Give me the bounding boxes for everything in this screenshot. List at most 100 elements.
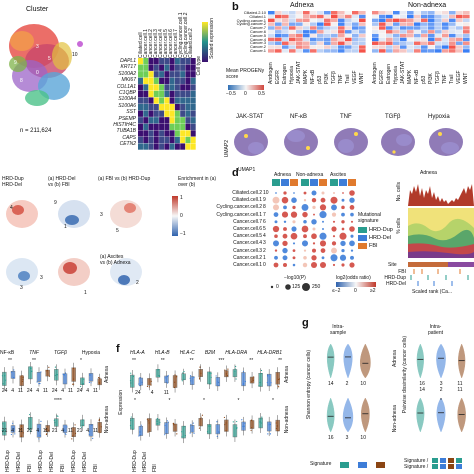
- gene-title: HLA-B: [154, 350, 170, 356]
- point: [54, 374, 56, 377]
- count: 3: [345, 435, 349, 441]
- heatmap-cell: [153, 104, 159, 111]
- point: [236, 420, 238, 423]
- heatmap-cell: [359, 45, 366, 49]
- heatmap-cell: [174, 71, 180, 78]
- pathway-label: EGFR: [379, 70, 385, 84]
- point: [39, 382, 41, 385]
- panel-c-colorbar-tick: 1: [180, 195, 183, 201]
- panel-d-row-numbers: 10 9 8 7 6 5 4 3 2 1 0: [263, 190, 271, 269]
- heatmap-cell: [159, 136, 165, 144]
- heatmap-cell: [282, 26, 289, 30]
- heatmap-cell: [421, 49, 428, 53]
- point: [98, 381, 100, 383]
- heatmap-cell: [164, 71, 170, 78]
- count: 11: [457, 387, 463, 393]
- heatmap-cell: [324, 14, 331, 19]
- heatmap-cell: [310, 45, 317, 49]
- dot: [332, 191, 336, 195]
- heatmap-cell: [185, 117, 191, 124]
- heatmap-cell: [174, 123, 180, 130]
- panel-c-enrichment-maps: [6, 200, 142, 286]
- heatmap-cell: [372, 33, 379, 38]
- heatmap-cell: [289, 45, 296, 49]
- point: [269, 433, 272, 435]
- point: [82, 383, 84, 385]
- dot: [273, 262, 279, 268]
- point: [270, 382, 272, 384]
- heatmap-cell: [190, 104, 196, 111]
- heatmap-cell: [428, 33, 435, 38]
- gene-label: S100A2: [118, 70, 136, 77]
- point: [20, 425, 23, 427]
- pathway-label: JAK-STAT: [296, 61, 302, 84]
- point: [242, 382, 245, 385]
- heatmap-cell: [303, 30, 310, 34]
- panel-d-group-adnexa: Adnexa: [274, 172, 291, 178]
- heatmap-cell: [435, 49, 442, 53]
- point: [48, 366, 50, 368]
- heatmap-cell: [303, 26, 310, 30]
- violin: [436, 397, 446, 433]
- box: [189, 425, 195, 433]
- heatmap-cell: [159, 77, 165, 84]
- panel-d-letter: d: [232, 167, 239, 179]
- count: 24: [51, 388, 58, 394]
- count: 3: [439, 381, 443, 387]
- point: [74, 424, 76, 426]
- heatmap-cell: [303, 37, 310, 42]
- heatmap-cell: [352, 14, 359, 19]
- gene-title: HLA-A: [130, 350, 145, 356]
- heatmap-cell: [442, 26, 449, 30]
- heatmap-cell: [449, 14, 456, 19]
- point: [64, 432, 66, 435]
- point: [13, 369, 15, 371]
- panel-e-no-cells-label: No. cells: [396, 182, 402, 202]
- box: [62, 424, 68, 433]
- count: 4: [150, 390, 154, 396]
- dot: [302, 262, 308, 268]
- heatmap-cell: [138, 143, 143, 150]
- pathway-label: NF-κB: [414, 69, 420, 84]
- heatmap-cell: [153, 130, 159, 137]
- x-tick: HRD-Dup: [4, 450, 11, 472]
- row-label: Cancer.4: [249, 36, 266, 42]
- heatmap-cell: [372, 37, 379, 42]
- heatmap-cell: [143, 77, 149, 84]
- point: [190, 423, 192, 426]
- panel-c-cluster-number: 2: [136, 280, 139, 286]
- dot: [303, 249, 307, 252]
- heatmap-cell: [449, 11, 456, 15]
- heatmap-cell: [148, 110, 154, 117]
- panel-a-cluster-number: 9: [14, 60, 17, 66]
- heatmap-cell: [317, 33, 324, 38]
- heatmap-cell: [400, 45, 407, 49]
- point: [258, 385, 260, 387]
- heatmap-cell: [386, 45, 393, 49]
- dot: [302, 211, 308, 218]
- point: [63, 429, 65, 431]
- point: [190, 380, 192, 382]
- panel-a-expression-heatmap: [138, 58, 196, 150]
- heatmap-cell: [180, 143, 186, 150]
- heatmap-cell: [180, 117, 186, 124]
- panel-a-cluster-number: 3: [36, 44, 39, 50]
- x-tick: HRD-Del: [82, 452, 89, 472]
- heatmap-cell: [190, 77, 196, 84]
- point: [193, 376, 195, 379]
- panel-b-non-adnexa-label: Non-adnexa: [408, 2, 447, 9]
- point: [252, 380, 254, 382]
- panel-c-colorbar-tick: −1: [180, 231, 186, 237]
- heatmap-cell: [143, 84, 149, 91]
- count: 16: [419, 381, 425, 387]
- heatmap-cell: [289, 30, 296, 34]
- heatmap-cell: [456, 14, 463, 19]
- heatmap-cell: [153, 97, 159, 104]
- heatmap-cell: [289, 33, 296, 38]
- row-label: Cycling.cancer.cell.1: [216, 211, 262, 218]
- heatmap-cell: [275, 33, 282, 38]
- heatmap-cell: [153, 110, 159, 117]
- x-tick: HRD-Del: [15, 452, 22, 472]
- pathway-label: PI3K: [324, 73, 330, 84]
- dot: [272, 225, 280, 233]
